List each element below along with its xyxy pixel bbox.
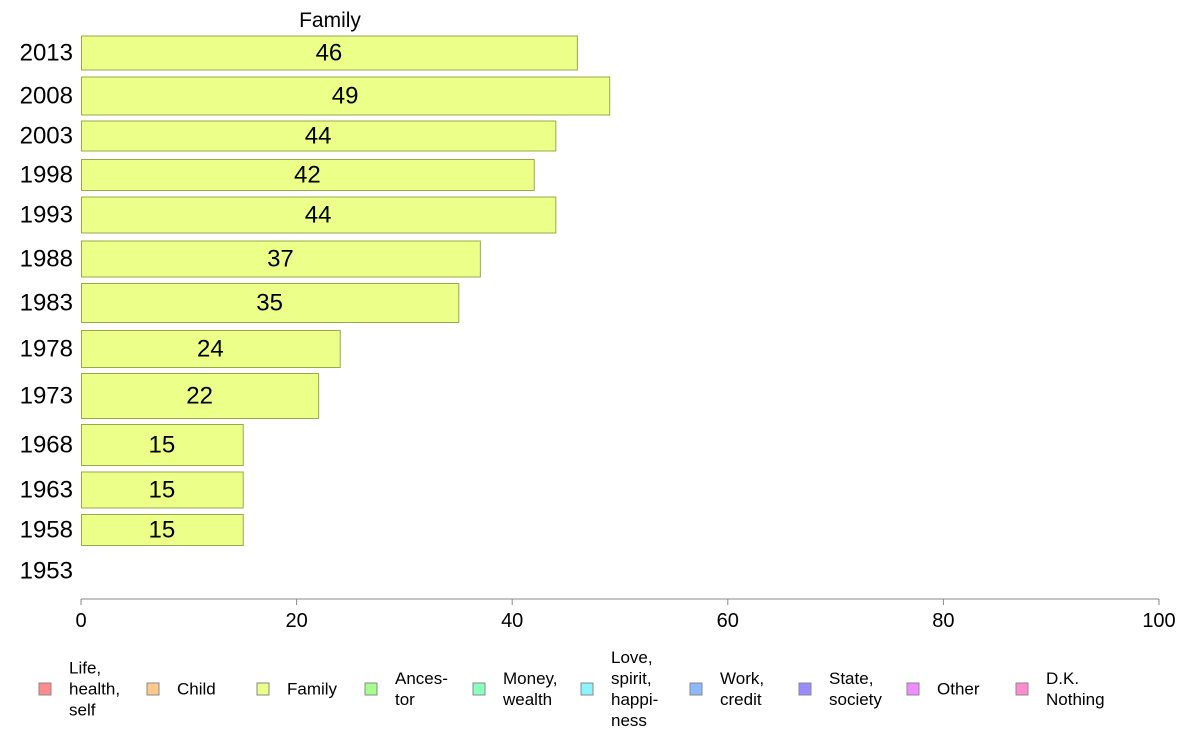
bar-value-label: 46 bbox=[316, 40, 343, 67]
x-tick-label: 80 bbox=[932, 610, 954, 632]
legend-swatch bbox=[146, 682, 160, 696]
legend-swatch bbox=[906, 682, 920, 696]
bar-value-label: 44 bbox=[305, 202, 332, 229]
legend-label-line: ness bbox=[611, 711, 647, 730]
y-tick-label: 1968 bbox=[20, 432, 73, 459]
bar bbox=[81, 424, 244, 466]
legend-label-line: tor bbox=[395, 690, 415, 709]
legend-swatch bbox=[364, 682, 378, 696]
y-tick-label: 2003 bbox=[20, 123, 73, 150]
legend: Life, health, self Child Family Ances-tor Mone… bbox=[38, 648, 1105, 730]
y-tick-label: 1998 bbox=[20, 162, 73, 189]
legend-swatch bbox=[1015, 682, 1029, 696]
chart-title: Family bbox=[299, 9, 361, 32]
legend-swatch bbox=[689, 682, 703, 696]
bar bbox=[81, 330, 341, 368]
legend-swatch bbox=[798, 682, 812, 696]
bar bbox=[81, 35, 578, 71]
y-tick-label: 1993 bbox=[20, 202, 73, 229]
legend-label-line: Love, bbox=[611, 648, 653, 667]
legend-label-line: State, bbox=[829, 669, 873, 688]
y-tick-label: 1983 bbox=[20, 290, 73, 317]
bar bbox=[81, 196, 557, 234]
y-tick-label: 1958 bbox=[20, 517, 73, 544]
legend-label: Life, health, self bbox=[69, 659, 120, 720]
x-tick-label: 100 bbox=[1142, 610, 1175, 632]
y-tick-label: 2008 bbox=[20, 83, 73, 110]
x-tick-label: 60 bbox=[717, 610, 739, 632]
bar bbox=[81, 471, 244, 509]
bar-value-label: 22 bbox=[186, 383, 213, 410]
legend-swatch bbox=[38, 682, 52, 696]
legend-label-line: happi- bbox=[611, 690, 658, 709]
legend-label: Ances-tor bbox=[395, 669, 448, 709]
legend-label: D.K. Nothing bbox=[1046, 669, 1105, 709]
legend-label: Money, wealth bbox=[502, 669, 558, 709]
x-tick-label: 40 bbox=[501, 610, 523, 632]
bar-value-label: 15 bbox=[148, 477, 175, 504]
bar-value-label: 15 bbox=[148, 517, 175, 544]
legend-label: Love, spirit, happi-ness bbox=[611, 648, 658, 730]
bars: 2013 46 2008 49 2003 44 1998 42 1993 44 1988 37 1983… bbox=[20, 35, 611, 585]
legend-swatch bbox=[580, 682, 594, 696]
bar bbox=[81, 283, 460, 323]
legend-label: Family bbox=[287, 680, 338, 699]
legend-label-line: Child bbox=[177, 680, 216, 699]
bar-value-label: 37 bbox=[267, 246, 294, 273]
x-tick-label: 0 bbox=[75, 610, 86, 632]
x-tick-label: 20 bbox=[285, 610, 307, 632]
bar bbox=[81, 76, 611, 116]
legend-label-line: Life, bbox=[69, 659, 101, 678]
legend-label: State, society bbox=[829, 669, 882, 709]
bar bbox=[81, 514, 244, 546]
y-tick-label: 1963 bbox=[20, 477, 73, 504]
bar-value-label: 24 bbox=[197, 336, 224, 363]
y-tick-label: 1953 bbox=[20, 558, 73, 585]
y-tick-label: 2013 bbox=[20, 40, 73, 67]
legend-label-line: Nothing bbox=[1046, 690, 1105, 709]
legend-label-line: Work, bbox=[720, 669, 764, 688]
x-axis: 0 20 40 60 80 100 bbox=[75, 598, 1176, 632]
bar-value-label: 49 bbox=[332, 83, 359, 110]
bar-value-label: 42 bbox=[294, 162, 321, 189]
legend-label-line: health, bbox=[69, 680, 120, 699]
legend-label-line: wealth bbox=[502, 690, 552, 709]
bar bbox=[81, 159, 535, 191]
legend-label: Child bbox=[177, 680, 216, 699]
legend-label-line: Ances- bbox=[395, 669, 448, 688]
y-tick-label: 1973 bbox=[20, 383, 73, 410]
y-tick-label: 1988 bbox=[20, 246, 73, 273]
legend-label: Other bbox=[937, 680, 980, 699]
legend-label-line: credit bbox=[720, 690, 762, 709]
bar bbox=[81, 373, 320, 419]
bar-value-label: 35 bbox=[256, 290, 283, 317]
bar-value-label: 15 bbox=[148, 432, 175, 459]
legend-label-line: Money, bbox=[503, 669, 558, 688]
legend-label-line: Family bbox=[287, 680, 338, 699]
legend-label-line: society bbox=[829, 690, 882, 709]
y-tick-label: 1978 bbox=[20, 336, 73, 363]
bar-value-label: 44 bbox=[305, 123, 332, 150]
legend-swatch bbox=[472, 682, 486, 696]
legend-swatch bbox=[256, 682, 270, 696]
legend-label-line: D.K. bbox=[1046, 669, 1079, 688]
legend-label-line: self bbox=[69, 701, 96, 720]
legend-label-line: spirit, bbox=[611, 669, 652, 688]
bar bbox=[81, 120, 557, 152]
bar bbox=[81, 240, 481, 278]
legend-label-line: Other bbox=[937, 680, 980, 699]
legend-label: Work, credit bbox=[720, 669, 764, 709]
